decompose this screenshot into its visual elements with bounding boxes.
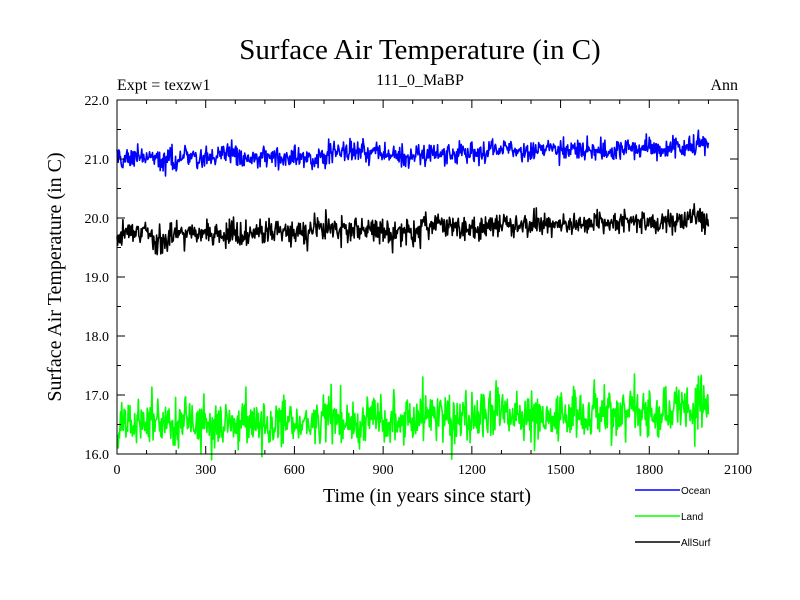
y-tick-label: 19.0 xyxy=(85,271,110,286)
y-tick-label: 20.0 xyxy=(85,212,110,227)
legend-label-land: Land xyxy=(681,512,703,523)
y-tick-label: 22.0 xyxy=(85,94,110,109)
x-tick-label: 1200 xyxy=(458,463,486,478)
series-line-allsurf xyxy=(116,203,710,256)
series-line-ocean xyxy=(116,129,710,177)
x-tick-label: 0 xyxy=(114,463,121,478)
x-tick-label: 600 xyxy=(284,463,305,478)
y-tick-label: 17.0 xyxy=(85,389,110,404)
chart-subtitle-center: 111_0_MaBP xyxy=(376,72,464,89)
y-tick-label: 21.0 xyxy=(85,153,110,168)
y-tick-label: 16.0 xyxy=(85,448,110,463)
x-tick-label: 1500 xyxy=(547,463,575,478)
series-line-land xyxy=(116,373,710,461)
x-tick-label: 900 xyxy=(373,463,394,478)
y-tick-label: 18.0 xyxy=(85,330,110,345)
x-tick-label: 300 xyxy=(195,463,216,478)
legend-label-allsurf: AllSurf xyxy=(681,538,711,549)
series-layer xyxy=(116,129,710,461)
x-tick-label: 2100 xyxy=(724,463,752,478)
chart-title: Surface Air Temperature (in C) xyxy=(239,34,600,66)
legend-label-ocean: Ocean xyxy=(681,486,710,497)
axis-layer: 0 300 600 900 1200 1500 1800 2100 16.0 17.0 18.0 19… xyxy=(85,94,753,478)
chart-subtitle-left: Expt = texzw1 xyxy=(117,77,210,94)
legend: Ocean Land AllSurf xyxy=(635,486,711,549)
y-axis-label: Surface Air Temperature (in C) xyxy=(44,152,66,401)
x-axis-label: Time (in years since start) xyxy=(323,485,531,507)
x-tick-label: 1800 xyxy=(635,463,663,478)
chart-subtitle-right: Ann xyxy=(710,77,738,94)
